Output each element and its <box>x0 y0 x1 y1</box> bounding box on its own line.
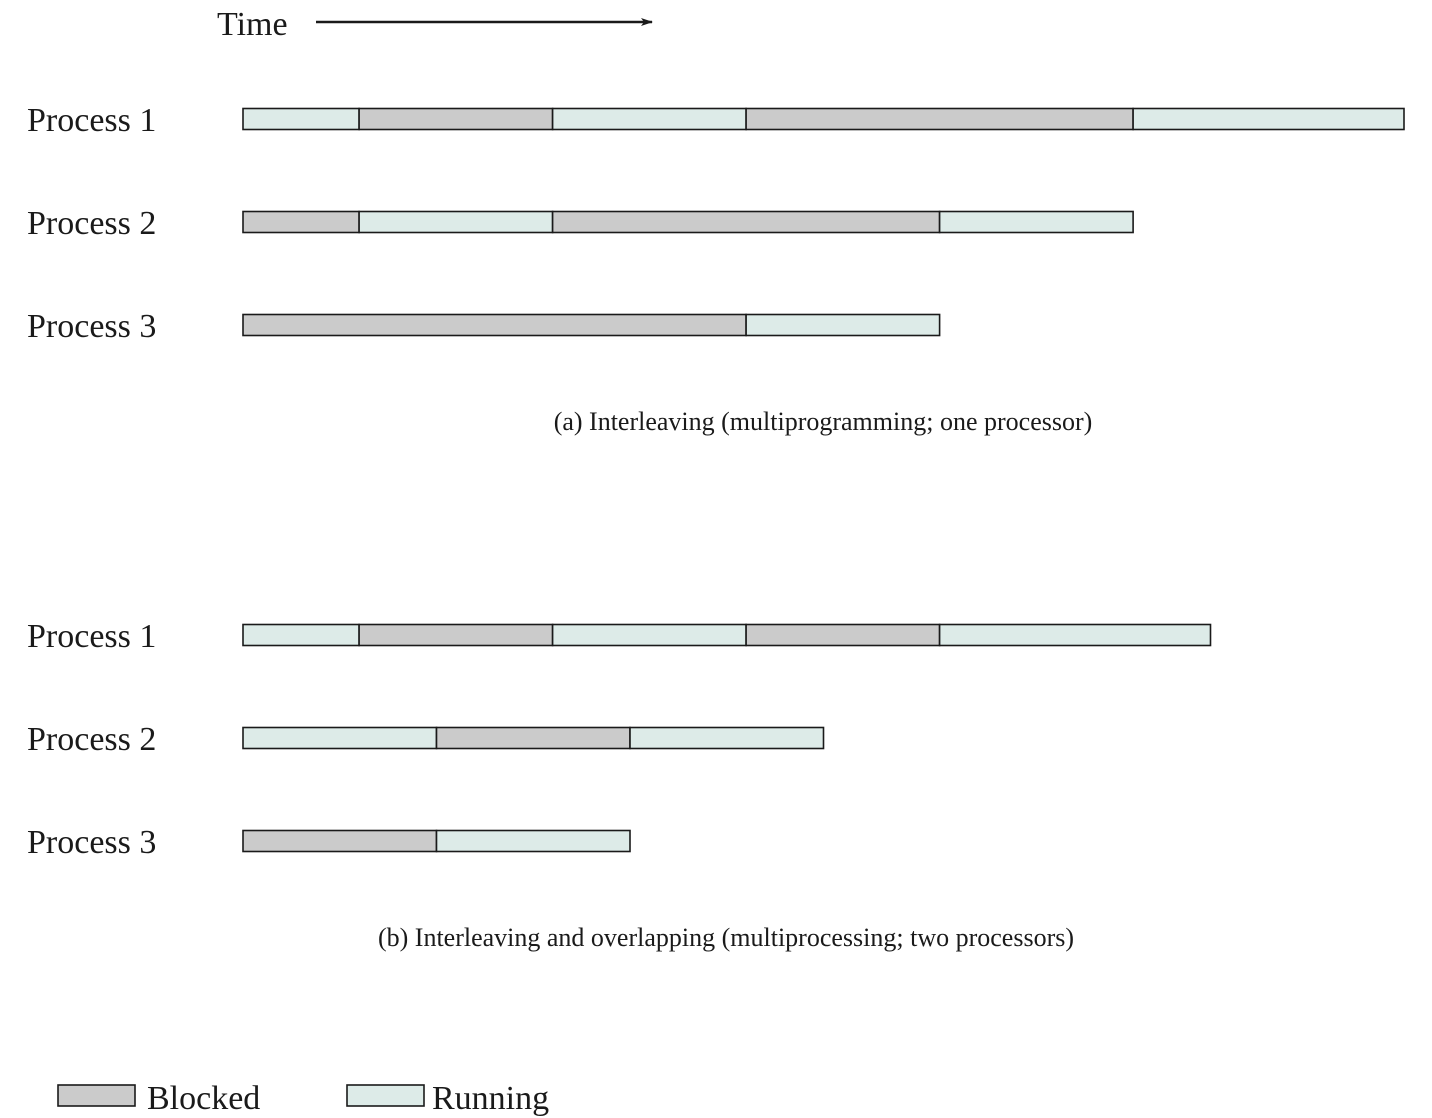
segment-running <box>551 107 747 131</box>
panel-a: Process 1 Process 2 Process 3 (a) Interleav… <box>27 102 1405 436</box>
process-row: Process 3 <box>27 824 631 861</box>
process-label: Process 2 <box>27 721 156 758</box>
segment-blocked <box>242 210 360 234</box>
legend-swatch-running <box>346 1084 425 1107</box>
legend-item-running: Running <box>346 1080 549 1117</box>
segment-blocked <box>745 623 941 647</box>
segment-running <box>745 313 941 337</box>
segment-blocked <box>358 107 554 131</box>
segment-running <box>938 210 1134 234</box>
process-row: Process 1 <box>27 102 1405 139</box>
legend: Blocked Running <box>57 1080 549 1117</box>
legend-swatch-blocked <box>57 1084 136 1107</box>
segment-running <box>358 210 554 234</box>
segment-blocked <box>435 726 631 750</box>
segment-running <box>242 107 360 131</box>
segment-running <box>1132 107 1405 131</box>
segment-running <box>242 623 360 647</box>
process-row: Process 3 <box>27 308 941 345</box>
segment-running <box>551 623 747 647</box>
time-axis: Time <box>217 6 653 43</box>
time-label: Time <box>217 6 288 43</box>
process-label: Process 1 <box>27 618 156 655</box>
legend-item-blocked: Blocked <box>57 1080 260 1117</box>
segment-running <box>938 623 1212 647</box>
process-label: Process 1 <box>27 102 156 139</box>
panels: Process 1 Process 2 Process 3 (a) Interleav… <box>27 102 1405 952</box>
process-label: Process 2 <box>27 205 156 242</box>
process-row: Process 1 <box>27 618 1212 655</box>
segment-blocked <box>551 210 941 234</box>
legend-label: Running <box>432 1080 549 1117</box>
panel-caption: (a) Interleaving (multiprogramming; one … <box>554 407 1093 436</box>
process-label: Process 3 <box>27 824 156 861</box>
segment-blocked <box>242 313 747 337</box>
panel-b: Process 1 Process 2 Process 3 (b) Interleav… <box>27 618 1212 952</box>
segment-blocked <box>745 107 1134 131</box>
panel-caption: (b) Interleaving and overlapping (multip… <box>378 923 1074 952</box>
segment-running <box>629 726 825 750</box>
segment-blocked <box>358 623 554 647</box>
process-row: Process 2 <box>27 721 825 758</box>
process-label: Process 3 <box>27 308 156 345</box>
segment-blocked <box>242 829 438 853</box>
legend-label: Blocked <box>147 1080 260 1117</box>
segment-running <box>435 829 631 853</box>
segment-running <box>242 726 438 750</box>
process-row: Process 2 <box>27 205 1134 242</box>
